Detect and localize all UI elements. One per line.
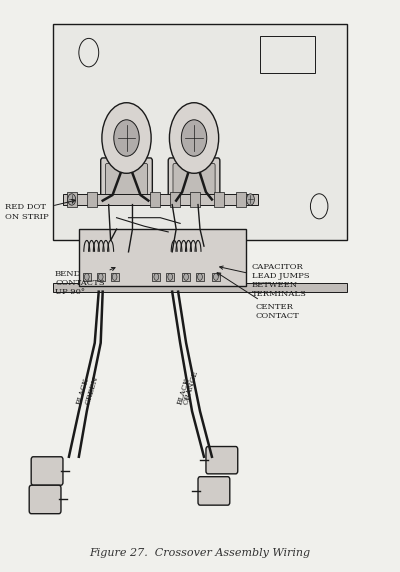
Bar bbox=[170, 192, 180, 208]
Circle shape bbox=[98, 273, 103, 280]
Bar bbox=[79, 229, 246, 286]
Text: ORANGE: ORANGE bbox=[182, 369, 200, 406]
Bar bbox=[150, 192, 160, 208]
Text: BLACK: BLACK bbox=[75, 377, 91, 406]
Bar bbox=[166, 273, 174, 281]
FancyBboxPatch shape bbox=[198, 476, 230, 505]
Bar bbox=[212, 273, 220, 281]
Circle shape bbox=[168, 273, 172, 280]
FancyBboxPatch shape bbox=[29, 485, 61, 514]
Circle shape bbox=[246, 194, 254, 205]
Text: GREEN: GREEN bbox=[84, 375, 100, 406]
Bar bbox=[67, 192, 77, 208]
Circle shape bbox=[214, 273, 218, 280]
Bar bbox=[260, 35, 315, 73]
Bar bbox=[190, 192, 200, 208]
Bar bbox=[83, 273, 91, 281]
Circle shape bbox=[68, 194, 76, 205]
Text: RED DOT
ON STRIP: RED DOT ON STRIP bbox=[5, 200, 75, 221]
Circle shape bbox=[102, 103, 151, 173]
Bar bbox=[53, 24, 347, 240]
FancyBboxPatch shape bbox=[173, 164, 215, 195]
Bar bbox=[63, 194, 258, 205]
Text: BLACK: BLACK bbox=[176, 377, 191, 406]
Circle shape bbox=[84, 273, 89, 280]
FancyBboxPatch shape bbox=[101, 158, 152, 201]
Bar bbox=[214, 192, 224, 208]
FancyBboxPatch shape bbox=[106, 164, 148, 195]
Circle shape bbox=[154, 273, 159, 280]
Bar bbox=[152, 273, 160, 281]
Bar bbox=[182, 273, 190, 281]
Text: CENTER
CONTACT: CENTER CONTACT bbox=[217, 273, 299, 320]
FancyBboxPatch shape bbox=[31, 457, 63, 485]
Bar bbox=[111, 273, 118, 281]
Circle shape bbox=[184, 273, 188, 280]
Text: Figure 27.  Crossover Assembly Wiring: Figure 27. Crossover Assembly Wiring bbox=[90, 548, 310, 558]
Text: CAPACITOR
LEAD JUMPS
BETWEEN
TERMINALS: CAPACITOR LEAD JUMPS BETWEEN TERMINALS bbox=[220, 263, 309, 298]
FancyBboxPatch shape bbox=[168, 158, 220, 201]
Bar bbox=[53, 283, 347, 292]
Circle shape bbox=[181, 120, 207, 156]
Circle shape bbox=[170, 103, 219, 173]
Bar bbox=[236, 192, 246, 208]
Circle shape bbox=[198, 273, 202, 280]
Circle shape bbox=[114, 120, 139, 156]
Bar bbox=[87, 192, 97, 208]
Text: BEND
CONTACTS
UP 90°: BEND CONTACTS UP 90° bbox=[55, 268, 115, 296]
Circle shape bbox=[79, 38, 99, 67]
Circle shape bbox=[112, 273, 117, 280]
FancyBboxPatch shape bbox=[206, 447, 238, 474]
Bar bbox=[97, 273, 105, 281]
Bar bbox=[196, 273, 204, 281]
Circle shape bbox=[310, 194, 328, 219]
